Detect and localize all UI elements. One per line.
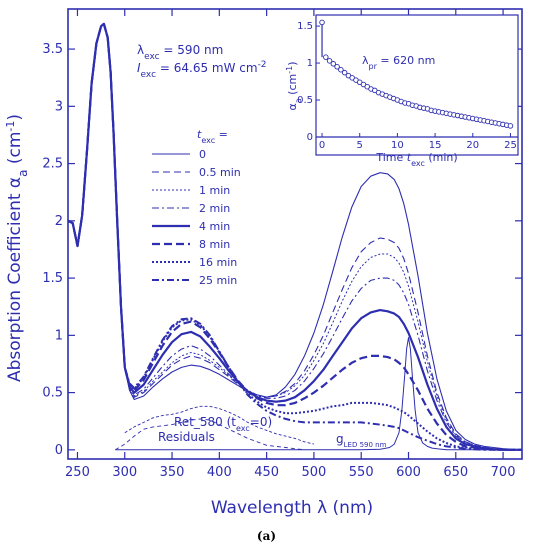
annotation-residuals: Residuals (158, 430, 215, 444)
inset-x-tick-label-10: 10 (391, 140, 404, 151)
inset-frame (315, 14, 519, 156)
legend-label-0: 0 (199, 148, 206, 161)
inset-x-tick-label-0: 0 (319, 140, 325, 151)
annotation-gled: gLED 590 nm (336, 432, 387, 449)
x-tick-label-700: 700 (491, 465, 516, 480)
x-tick-label-500: 500 (302, 465, 327, 480)
legend-label-2: 1 min (199, 184, 230, 197)
annotation-ret-580: Ret_580 (texc=0) (174, 415, 272, 433)
series-line-5 (67, 22, 522, 451)
legend-label-4: 4 min (199, 220, 230, 233)
inset-x-axis-title: Time texc (min) (375, 151, 457, 168)
series-line-9 (115, 418, 305, 451)
figure-caption: (a) (256, 529, 277, 543)
y-tick-label-1.5: 1.5 (42, 271, 63, 286)
main-series-group (67, 22, 523, 451)
legend-label-5: 8 min (199, 238, 230, 251)
inset-x-tick-label-25: 25 (504, 140, 517, 151)
x-tick-label-250: 250 (65, 465, 90, 480)
x-axis-title: Wavelength λ (nm) (211, 498, 373, 518)
inset-point-1 (323, 54, 329, 60)
inset-points-group (319, 19, 514, 129)
inset-chart: 0 5 10 15 20 25 0 0.5 1 1.5 λpr = 620 nm Time tex… (285, 14, 519, 168)
inset-point-6 (341, 69, 348, 76)
y-tick-label-2.5: 2.5 (42, 157, 63, 172)
inset-x-tick-label-20: 20 (466, 140, 479, 151)
main-axes-group: 250 300 350 400 450 500 550 600 650 70000.511.522… (42, 9, 522, 480)
y-tick-label-0.5: 0.5 (42, 386, 63, 401)
legend-label-7: 25 min (199, 274, 237, 287)
x-tick-label-350: 350 (160, 465, 185, 480)
inset-y-tick-label-0: 0 (307, 132, 313, 143)
inset-y-axis-title: αa (cm-1) (285, 61, 303, 110)
y-tick-label-3: 3 (55, 99, 63, 114)
annotation-excitation-intensity: Iexc = 64.65 mW cm-2 (137, 60, 267, 80)
legend-label-1: 0.5 min (199, 166, 241, 179)
series-line-8 (124, 405, 315, 445)
x-tick-label-600: 600 (396, 465, 421, 480)
x-tick-label-650: 650 (443, 465, 468, 480)
y-tick-label-0: 0 (55, 443, 63, 458)
x-tick-label-400: 400 (207, 465, 232, 480)
inset-point-50 (507, 123, 514, 129)
legend-label-6: 16 min (199, 256, 237, 269)
inset-point-4 (334, 64, 340, 70)
legend: texc = 0 0.5 min 1 min 2 min 4 min 8 min 16 mi… (152, 128, 241, 287)
annotation-excitation-wavelength: λexc = 590 nm (137, 43, 223, 62)
inset-x-tick-label-15: 15 (429, 140, 442, 151)
inset-axes-group: 0 5 10 15 20 25 0 0.5 1 1.5 (297, 21, 518, 151)
inset-point-0 (319, 19, 325, 26)
y-axis-title: Absorption Coefficient αa (cm-1) (4, 114, 31, 382)
legend-label-3: 2 min (199, 202, 230, 215)
inset-y-tick-label-0.5: 0.5 (297, 95, 313, 106)
x-tick-label-550: 550 (349, 465, 374, 480)
inset-point-2 (326, 58, 333, 64)
y-tick-label-3.5: 3.5 (42, 42, 63, 57)
inset-point-3 (330, 61, 337, 67)
inset-y-tick-label-1.5: 1.5 (297, 21, 313, 32)
y-tick-label-1: 1 (55, 328, 63, 343)
inset-title: λpr = 620 nm (362, 54, 435, 71)
inset-point-5 (338, 66, 344, 73)
inset-y-tick-label-1: 1 (307, 58, 313, 69)
main-plot-frame (67, 8, 523, 460)
series-line-7 (67, 22, 522, 451)
x-tick-label-300: 300 (112, 465, 137, 480)
legend-title: texc = (197, 128, 228, 145)
y-tick-label-2: 2 (55, 214, 63, 229)
series-line-10 (115, 337, 504, 451)
inset-x-tick-label-5: 5 (357, 140, 363, 151)
x-tick-label-450: 450 (254, 465, 279, 480)
